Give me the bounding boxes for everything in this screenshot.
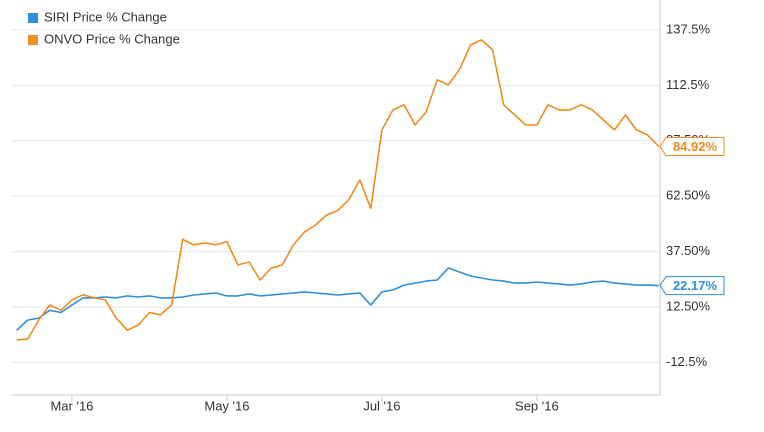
value-label: 84.92%	[673, 139, 718, 154]
x-tick-label: Mar '16	[50, 398, 93, 413]
value-label: 22.17%	[673, 278, 718, 293]
x-tick-label: Jul '16	[363, 398, 400, 413]
y-tick-label: 12.50%	[666, 298, 711, 313]
series-line	[16, 267, 659, 331]
legend-label: ONVO Price % Change	[44, 31, 180, 46]
value-tag	[659, 276, 725, 296]
y-tick-label: 137.5%	[666, 21, 711, 36]
y-tick-label: 112.5%	[666, 77, 710, 92]
legend-label: SIRI Price % Change	[44, 9, 167, 24]
legend-swatch	[28, 13, 38, 23]
x-tick-label: May '16	[204, 398, 249, 413]
y-tick-label: -12.5%	[666, 354, 708, 369]
x-tick-label: Sep '16	[515, 398, 559, 413]
legend-swatch	[28, 35, 38, 45]
y-tick-label: 62.50%	[666, 188, 711, 203]
value-tag	[659, 136, 725, 156]
y-tick-label: 37.50%	[666, 243, 711, 258]
series-line	[16, 39, 660, 341]
